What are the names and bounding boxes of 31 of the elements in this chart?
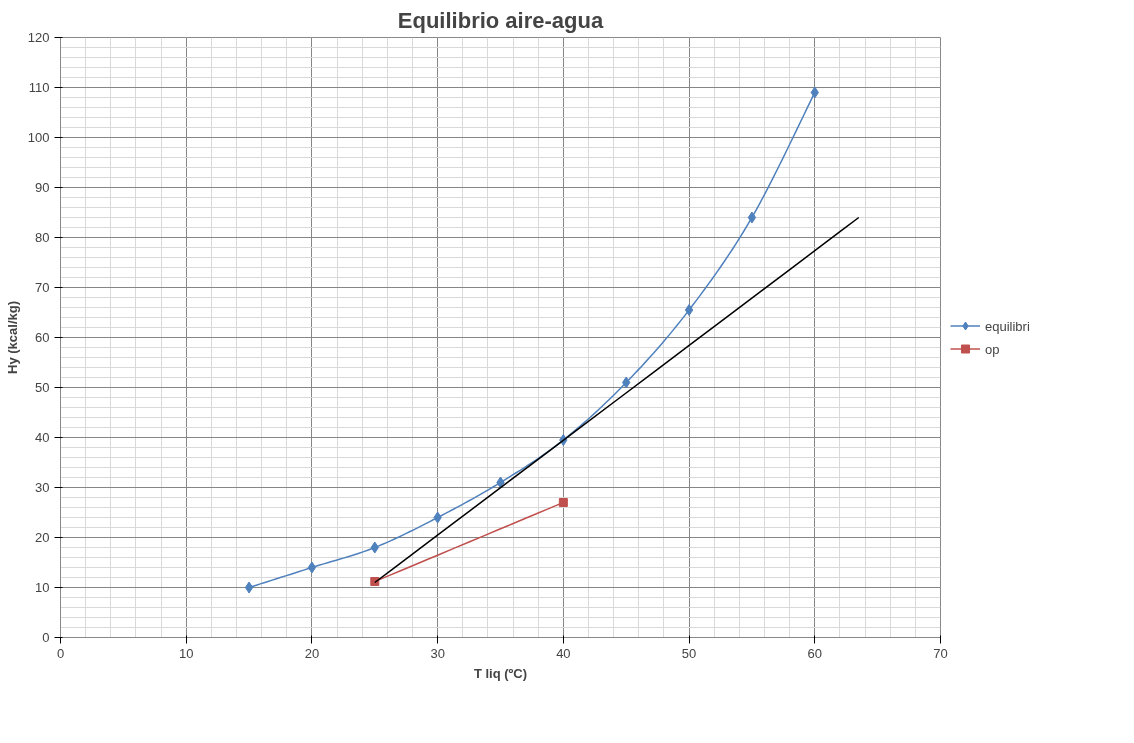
x-tick-label: 10: [178, 645, 194, 661]
y-tick-label: 20: [35, 530, 50, 545]
point: [747, 211, 757, 224]
point: [244, 581, 254, 594]
y-tick-label: 0: [42, 630, 50, 645]
legend-label: op: [985, 341, 1001, 356]
x-tick-label: 30: [430, 645, 445, 661]
y-tick-label: 60: [35, 330, 50, 345]
x-tick-label: 20: [304, 645, 320, 661]
x-tick-label: 60: [807, 645, 823, 661]
x-tick-label: 70: [933, 645, 948, 661]
y-tick-label: 30: [35, 480, 50, 495]
x-axis-title: T liq (ºC): [473, 665, 528, 681]
x-tick-label: 0: [56, 645, 65, 661]
legend-label: equilibri: [985, 318, 1030, 333]
y-tick-label: 70: [35, 280, 50, 295]
y-tick-label: 100: [27, 130, 50, 145]
y-tick-label: 10: [35, 580, 50, 595]
y-axis-title: Hy (kcal/kg): [4, 301, 20, 374]
x-tick-label: 50: [681, 645, 697, 661]
y-tick-label: 110: [28, 80, 50, 95]
y-tick-label: 90: [35, 180, 50, 195]
point: [684, 304, 694, 316]
x-tick-label: 40: [556, 645, 571, 661]
point: [307, 561, 317, 574]
point: [558, 498, 568, 507]
y-tick-label: 40: [35, 430, 50, 445]
y-tick-label: 50: [35, 380, 50, 395]
y-tick-label: 80: [35, 230, 50, 245]
y-tick-label: 120: [27, 30, 50, 45]
chart-title: Equilibrio aire-agua: [397, 7, 604, 33]
